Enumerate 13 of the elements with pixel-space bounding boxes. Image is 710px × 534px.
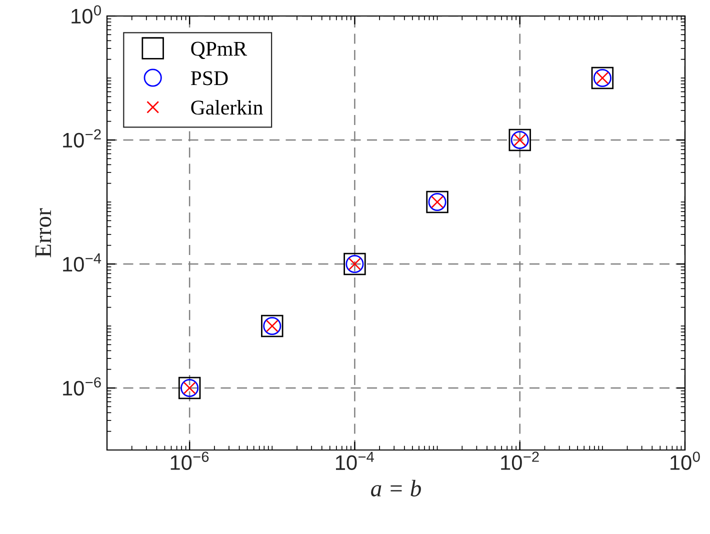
x-tick-label: 10$^{−6}$: [170, 452, 209, 470]
y-tick-label: 10$^{−6}$: [63, 377, 101, 396]
x-tick-label: 10$^{−4}$: [336, 452, 374, 470]
legend-label: Galerkin: [191, 100, 263, 115]
y-axis-title: Error: [35, 208, 52, 258]
legend-label: PSD: [190, 71, 228, 86]
y-tick-label: 10$^{−2}$: [63, 129, 101, 148]
x-tick-label: 10$^{0}$: [670, 452, 700, 470]
y-tick-label: 10$^{−4}$: [63, 253, 102, 272]
x-axis-title: a = b: [371, 480, 421, 496]
y-tick-label: 10$^{0}$: [72, 5, 101, 24]
x-tick-label: 10$^{−2}$: [501, 452, 539, 470]
legend-label: QPmR: [191, 42, 248, 59]
